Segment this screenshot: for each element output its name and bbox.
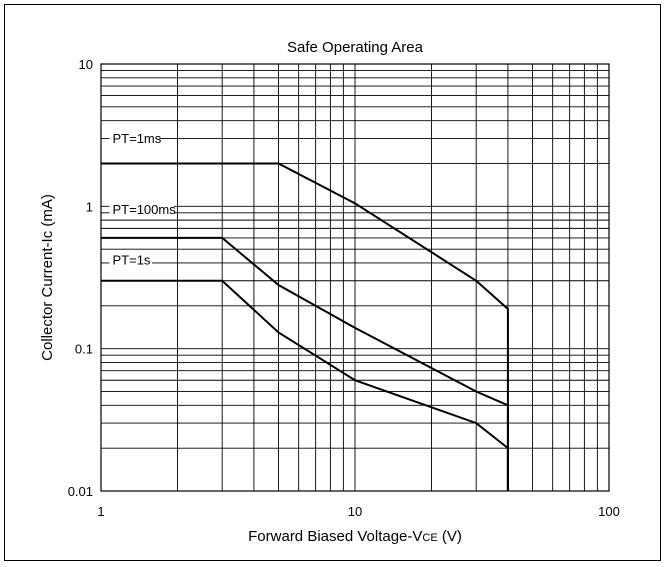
y-tick-label: 10	[79, 57, 93, 72]
y-tick-label: 0.1	[75, 342, 93, 357]
series-label: PT=100ms	[112, 202, 176, 217]
series-label-background	[109, 251, 152, 267]
series-label: PT=1ms	[112, 131, 161, 146]
series-label: PT=1s	[112, 252, 150, 267]
y-axis-title: Collector Current-Ic (mA)	[39, 194, 56, 361]
x-tick-label: 100	[598, 504, 620, 519]
series-line	[101, 279, 509, 491]
y-tick-label: 0.01	[68, 484, 93, 499]
series-line	[101, 236, 509, 491]
x-axis-title: Forward Biased Voltage-VCE (V)	[248, 528, 462, 545]
tick-labels: 1 10 100 10 1 0.1 0.01	[68, 57, 620, 519]
chart-frame	[4, 4, 661, 561]
x-tick-label: 1	[97, 504, 104, 519]
series-label-background	[109, 201, 174, 217]
grid	[101, 64, 609, 491]
plot-area-border	[100, 63, 610, 492]
x-tick-label: 10	[348, 504, 362, 519]
chart-title: Safe Operating Area	[287, 39, 424, 56]
series-label-background	[109, 130, 160, 146]
series-group: PT=1ms PT=100ms PT=1s	[101, 130, 509, 491]
series-line	[101, 162, 509, 491]
y-tick-label: 1	[86, 199, 93, 214]
